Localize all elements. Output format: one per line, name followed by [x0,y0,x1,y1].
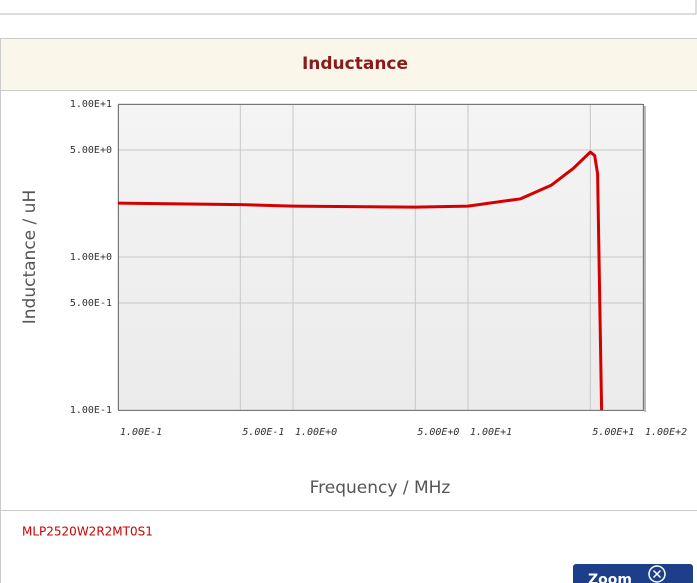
x-tick-label: 5.00E-1 [242,427,284,438]
y-tick-label: 1.00E+1 [70,99,112,110]
x-axis-label: Frequency / MHz [310,478,451,498]
panel-header [1,39,697,90]
x-tick-label: 1.00E-1 [120,427,162,438]
x-tick-label: 5.00E+0 [417,427,459,438]
data-line [118,150,604,410]
y-axis-label: Inductance / uH [20,190,40,324]
y-tick-label: 5.00E-1 [70,298,112,309]
y-tick-label: 5.00E+0 [70,145,112,156]
y-tick-label: 1.00E-1 [70,405,112,416]
zoom-button[interactable]: Zoom [573,564,693,583]
part-number: MLP2520W2R2MT0S1 [22,525,153,539]
y-tick-label: 1.00E+0 [70,252,112,263]
zoom-icon[interactable] [648,565,666,583]
x-tick-label: 5.00E+1 [592,427,634,438]
x-tick-label: 1.00E+0 [295,427,337,438]
top-box [0,0,697,15]
x-tick-label: 1.00E+2 [645,427,687,438]
zoom-button-label[interactable]: Zoom [588,572,632,583]
x-tick-label: 1.00E+1 [470,427,512,438]
chart-title: Inductance [302,54,408,74]
zoom-icon-x[interactable] [652,569,662,579]
plot-frame [118,104,644,411]
